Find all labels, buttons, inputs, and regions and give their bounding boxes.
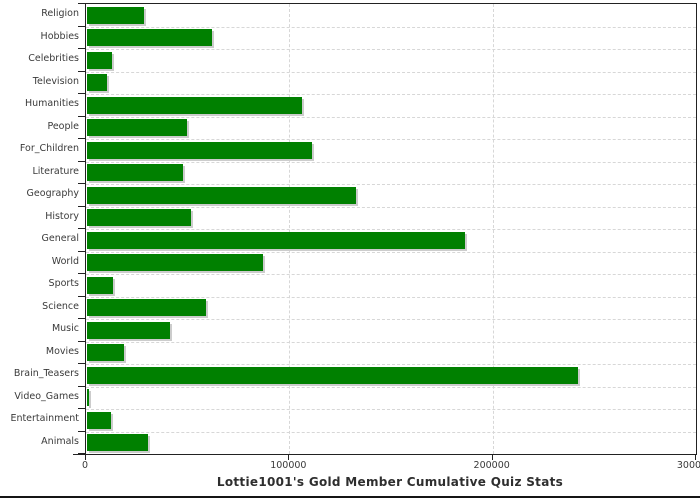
y-axis-label: Humanities — [24, 98, 79, 110]
y-axis-label: Brain_Teasers — [13, 368, 79, 380]
plot-area — [85, 3, 697, 455]
y-axis-tick — [78, 453, 85, 454]
bar-video_games — [87, 389, 90, 407]
bar-geography — [87, 186, 357, 204]
horizontal-gridline — [86, 297, 696, 298]
horizontal-gridline — [86, 274, 696, 275]
horizontal-gridline — [86, 364, 696, 365]
bar-entertainment — [87, 411, 112, 429]
y-axis-tick — [78, 408, 85, 409]
y-axis-label: Geography — [26, 188, 79, 200]
bar-humanities — [87, 96, 302, 114]
horizontal-gridline — [86, 162, 696, 163]
horizontal-gridline — [86, 319, 696, 320]
y-axis-label: Television — [32, 75, 79, 87]
x-axis-tick-label: 300000 — [676, 460, 700, 471]
bar-literature — [87, 164, 183, 182]
y-axis-label: World — [51, 255, 79, 267]
horizontal-gridline — [86, 27, 696, 28]
y-axis-label: Science — [42, 300, 79, 312]
y-axis-tick — [78, 71, 85, 72]
horizontal-gridline — [86, 387, 696, 388]
bar-people — [87, 119, 187, 137]
chart-title: Lottie1001's Gold Member Cumulative Quiz… — [216, 475, 564, 489]
y-axis-label: Video_Games — [14, 390, 79, 402]
bar-science — [87, 299, 206, 317]
bar-history — [87, 209, 191, 227]
y-axis-tick — [78, 341, 85, 342]
y-axis-tick — [78, 93, 85, 94]
horizontal-gridline — [86, 432, 696, 433]
y-axis-tick — [78, 26, 85, 27]
y-axis-label: Entertainment — [10, 413, 79, 425]
y-axis-label: Music — [51, 323, 79, 335]
horizontal-gridline — [86, 229, 696, 230]
horizontal-gridline — [86, 409, 696, 410]
y-axis-tick — [78, 48, 85, 49]
bar-television — [87, 74, 108, 92]
y-axis-label: For_Children — [19, 143, 79, 155]
y-axis-tick — [78, 206, 85, 207]
y-axis-tick — [78, 251, 85, 252]
x-axis-tick-label: 100000 — [270, 460, 307, 471]
bar-music — [87, 321, 171, 339]
bar-world — [87, 254, 263, 272]
y-axis-tick — [78, 363, 85, 364]
y-axis-tick — [78, 116, 85, 117]
y-axis-tick — [78, 161, 85, 162]
x-axis-tick — [85, 454, 86, 460]
horizontal-gridline — [86, 342, 696, 343]
horizontal-gridline — [86, 139, 696, 140]
y-axis-label: General — [41, 233, 79, 245]
y-axis-tick — [78, 138, 85, 139]
y-axis-tick — [78, 296, 85, 297]
bar-sports — [87, 276, 114, 294]
y-axis-label: People — [47, 120, 79, 132]
y-axis-label: Religion — [41, 8, 79, 20]
bar-brain_teasers — [87, 366, 579, 384]
horizontal-gridline — [86, 49, 696, 50]
x-axis-tick — [491, 454, 493, 460]
y-axis-tick — [78, 228, 85, 229]
horizontal-gridline — [86, 184, 696, 185]
y-axis-label: History — [45, 210, 79, 222]
y-axis-label: Celebrities — [28, 53, 79, 65]
x-axis-tick-label: 200000 — [473, 460, 510, 471]
y-axis-tick — [78, 431, 85, 432]
bar-for_children — [87, 141, 312, 159]
bar-hobbies — [87, 29, 213, 47]
y-axis-label: Sports — [48, 278, 79, 290]
bar-general — [87, 231, 466, 249]
horizontal-gridline — [86, 72, 696, 73]
y-axis-tick — [78, 183, 85, 184]
horizontal-gridline — [86, 207, 696, 208]
y-axis-tick — [78, 3, 85, 4]
x-axis-tick — [288, 454, 290, 460]
bar-animals — [87, 434, 148, 452]
x-axis-tick — [695, 454, 696, 460]
x-axis-line — [73, 454, 85, 455]
bar-religion — [87, 6, 144, 24]
y-axis-label: Animals — [41, 435, 79, 447]
x-axis-tick-label: 0 — [81, 460, 89, 471]
bar-movies — [87, 344, 124, 362]
y-axis-label: Movies — [45, 345, 79, 357]
horizontal-gridline — [86, 252, 696, 253]
y-axis-tick — [78, 273, 85, 274]
y-axis-tick — [78, 318, 85, 319]
y-axis-label: Literature — [32, 165, 79, 177]
horizontal-gridline — [86, 94, 696, 95]
bar-celebrities — [87, 51, 113, 69]
horizontal-gridline — [86, 117, 696, 118]
window-bottom-edge — [0, 496, 700, 498]
y-axis-tick — [78, 386, 85, 387]
y-axis-label: Hobbies — [40, 30, 79, 42]
